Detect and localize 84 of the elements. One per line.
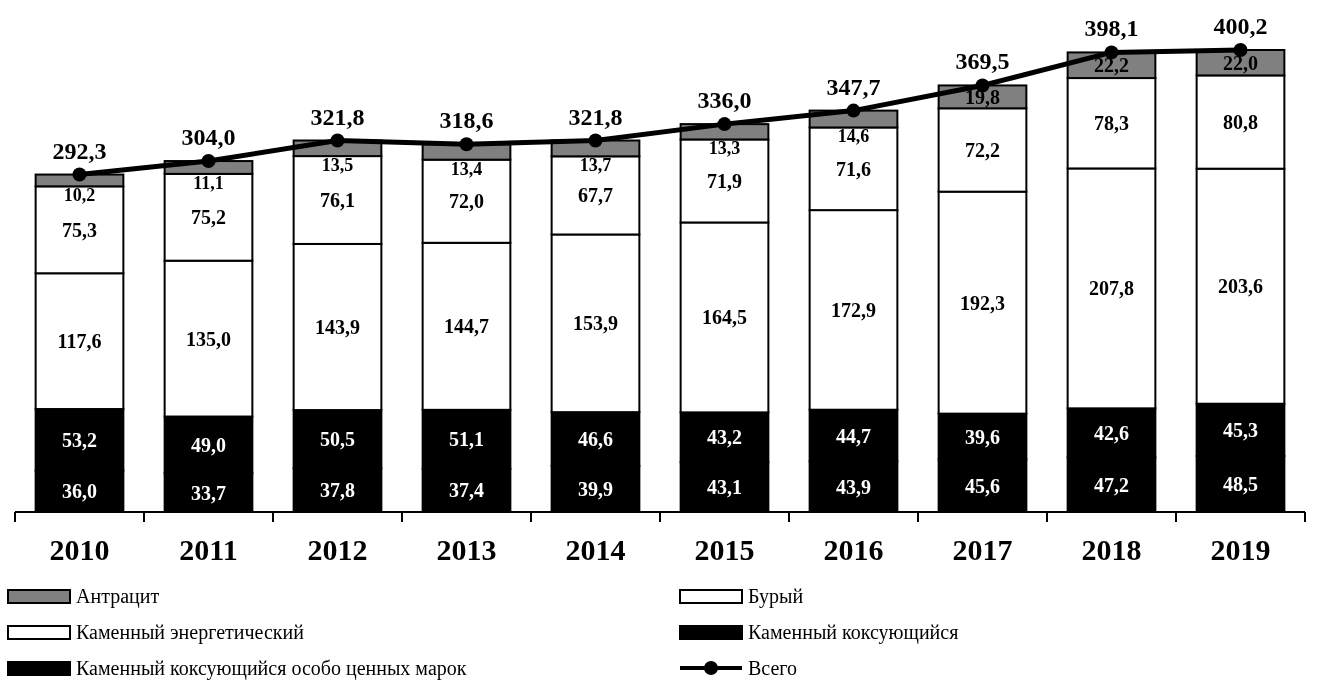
point [588,133,603,148]
legend-label: Каменный энергетический [76,621,305,644]
point [330,133,345,148]
data-label: 75,2 [191,206,226,229]
data-label: 44,7 [836,424,871,447]
data-label: 39,6 [965,425,1000,448]
data-label: 304,0 [181,124,236,151]
data-label: 46,6 [578,428,613,451]
data-label: 22,2 [1094,54,1129,77]
data-label: 42,6 [1094,421,1129,444]
point [846,103,861,118]
legend-label: Всего [748,657,798,679]
legend-label: Бурый [748,585,804,608]
data-label: 43,2 [707,426,742,449]
data-label: 37,4 [449,479,484,502]
x-tick-label: 2017 [952,533,1013,566]
data-label: 45,3 [1223,418,1258,441]
x-tick-label: 2010 [49,533,110,566]
data-label: 143,9 [315,316,360,338]
x-tick-label: 2011 [179,533,238,566]
data-label: 13,3 [708,138,741,159]
data-label: 164,5 [702,306,747,329]
data-label: 207,8 [1089,277,1134,300]
data-label: 13,5 [321,155,354,176]
data-label: 398,1 [1084,15,1139,42]
data-label: 71,6 [836,157,871,180]
data-label: 369,5 [955,48,1010,75]
data-label: 43,9 [836,475,871,498]
legend-label: Каменный коксующийся особо ценных марок [76,657,467,680]
point [459,137,474,152]
data-label: 75,3 [62,218,97,241]
data-label: 43,1 [707,476,742,499]
data-label: 71,9 [707,169,742,192]
data-label: 78,3 [1094,112,1129,135]
data-label: 14,6 [837,126,870,147]
point [1233,43,1248,57]
x-tick-label: 2014 [565,533,626,566]
point [717,117,732,132]
data-label: 22,0 [1223,51,1258,74]
data-label: 47,2 [1094,473,1129,496]
data-label: 39,9 [578,477,613,500]
data-label: 153,9 [573,312,618,335]
data-label: 203,6 [1218,275,1263,298]
data-label: 117,6 [57,330,102,353]
x-tick-label: 2012 [307,533,368,566]
data-label: 48,5 [1223,473,1258,496]
data-label: 53,2 [62,428,97,451]
data-label: 19,8 [965,85,1000,108]
x-tick-label: 2013 [436,533,497,566]
data-label: 172,9 [831,298,876,321]
legend-label: Каменный коксующийся [748,621,959,644]
data-label: 10,2 [63,185,96,206]
data-label: 72,2 [965,138,1000,161]
data-label: 144,7 [444,315,489,338]
point [201,154,216,169]
data-label: 13,7 [579,155,612,176]
data-label: 13,4 [450,158,483,179]
data-label: 80,8 [1223,111,1258,134]
data-label: 318,6 [439,107,494,134]
data-label: 336,0 [697,87,752,114]
data-label: 51,1 [449,428,484,451]
data-label: 33,7 [191,481,226,504]
data-label: 67,7 [578,184,613,207]
data-label: 321,8 [568,103,623,130]
data-label: 400,2 [1213,13,1268,39]
x-tick-label: 2015 [694,533,755,566]
data-label: 50,5 [320,428,355,451]
data-label: 37,8 [320,479,355,502]
legend-label: Антрацит [76,585,160,608]
data-label: 347,7 [826,73,881,100]
x-tick-label: 2018 [1081,533,1142,566]
data-label: 135,0 [186,327,231,350]
data-label: 292,3 [52,137,107,164]
data-label: 72,0 [449,190,484,213]
x-tick-label: 2016 [823,533,884,566]
data-label: 321,8 [310,103,365,130]
data-label: 11,1 [193,172,224,193]
point [72,167,87,182]
data-label: 192,3 [960,291,1005,314]
data-label: 76,1 [320,189,355,212]
x-tick-label: 2019 [1210,533,1271,566]
data-label: 45,6 [965,474,1000,497]
data-label: 36,0 [62,480,97,503]
data-label: 49,0 [191,433,226,456]
